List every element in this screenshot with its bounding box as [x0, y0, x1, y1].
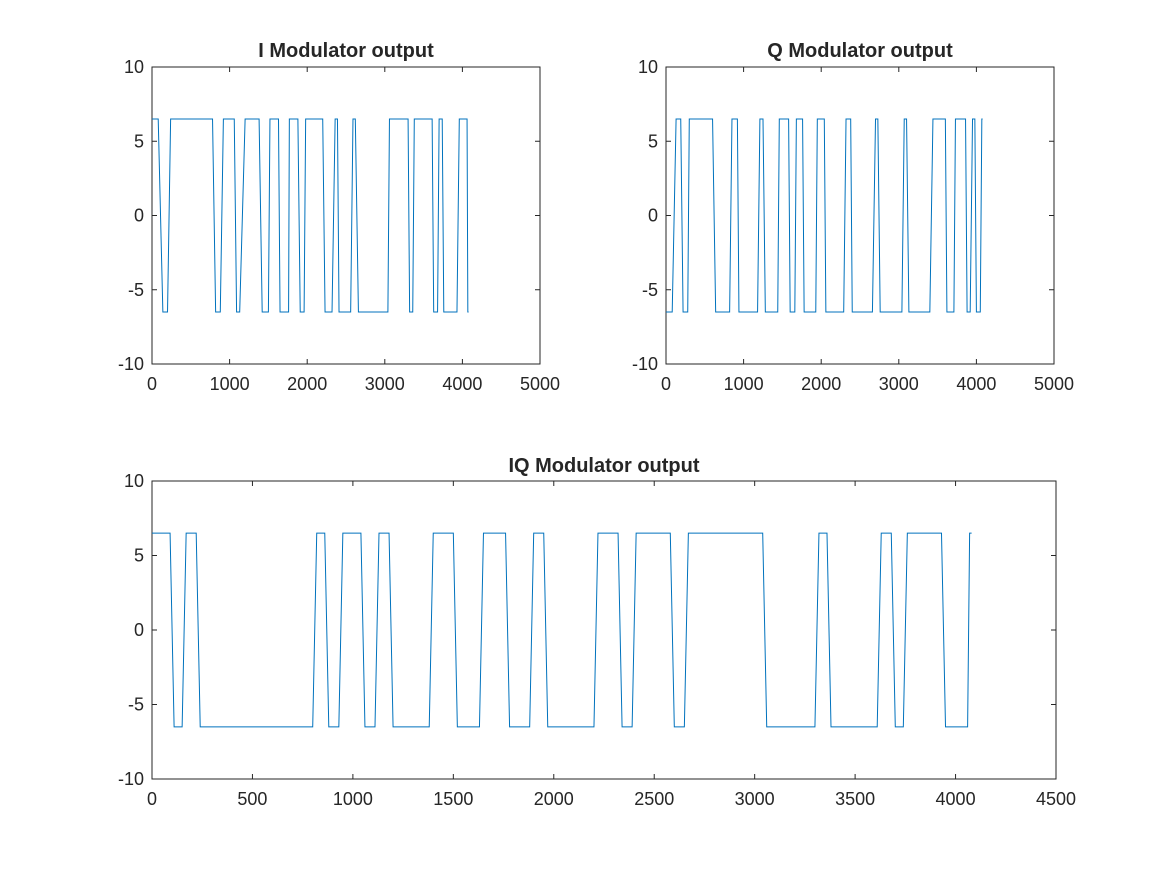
i-xtick-label: 4000 — [442, 374, 482, 394]
iq-axes-box — [151, 480, 1057, 780]
iq-xtick-label: 1000 — [333, 789, 373, 809]
q-xtick-label: 1000 — [724, 374, 764, 394]
iq-xtick-label: 4500 — [1036, 789, 1076, 809]
iq-xtick-label: 3000 — [735, 789, 775, 809]
iq-ytick-label: 0 — [134, 620, 144, 640]
q-xtick-label: 0 — [661, 374, 671, 394]
i-ytick-label: -10 — [118, 354, 144, 374]
q-ytick-label: -10 — [632, 354, 658, 374]
iq-ytick-label: 5 — [134, 546, 144, 566]
iq-xtick-label: 2500 — [634, 789, 674, 809]
q-ytick-label: 10 — [638, 57, 658, 77]
iq-xtick-label: 2000 — [534, 789, 574, 809]
iq-modulator-axes: IQ Modulator output 0 500 1000 1500 2000 2500… — [118, 455, 1076, 809]
iq-ytick-label: -10 — [118, 769, 144, 789]
iq-modulator-title: IQ Modulator output — [508, 455, 699, 477]
i-xtick-label: 0 — [147, 374, 157, 394]
i-xtick-label: 3000 — [365, 374, 405, 394]
q-series-line — [666, 118, 983, 313]
i-modulator-axes: I Modulator output 0 1000 2000 3000 4000 5000… — [118, 40, 560, 394]
q-xtick-label: 5000 — [1034, 374, 1074, 394]
i-series-line — [152, 118, 469, 313]
i-ytick-label: 5 — [134, 131, 144, 151]
i-ytick-label: 0 — [134, 206, 144, 226]
i-xtick-label: 1000 — [210, 374, 250, 394]
iq-xtick-label: 3500 — [835, 789, 875, 809]
i-modulator-title: I Modulator output — [258, 40, 434, 62]
i-ytick-label: -5 — [128, 280, 144, 300]
iq-xtick-label: 500 — [237, 789, 267, 809]
q-modulator-title: Q Modulator output — [767, 40, 953, 62]
iq-xtick-label: 0 — [147, 789, 157, 809]
i-axes-box — [151, 66, 541, 365]
iq-ytick-label: 10 — [124, 471, 144, 491]
i-ytick-label: 10 — [124, 57, 144, 77]
iq-series-line — [152, 532, 972, 728]
iq-xtick-label: 4000 — [936, 789, 976, 809]
q-ytick-label: 0 — [648, 206, 658, 226]
q-modulator-axes: Q Modulator output 0 1000 2000 3000 4000 5000… — [632, 40, 1074, 394]
iq-ytick-label: -5 — [128, 695, 144, 715]
q-xtick-label: 4000 — [956, 374, 996, 394]
q-xtick-label: 2000 — [801, 374, 841, 394]
q-ytick-label: 5 — [648, 131, 658, 151]
iq-xtick-label: 1500 — [433, 789, 473, 809]
i-xtick-label: 5000 — [520, 374, 560, 394]
i-xtick-label: 2000 — [287, 374, 327, 394]
q-ytick-label: -5 — [642, 280, 658, 300]
q-axes-box — [665, 66, 1055, 365]
q-xtick-label: 3000 — [879, 374, 919, 394]
